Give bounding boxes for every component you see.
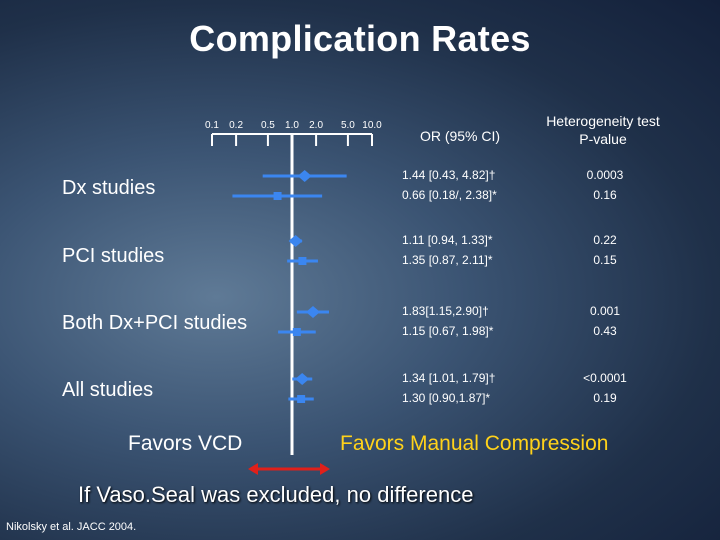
p-header-line1: Heterogeneity test [546, 113, 660, 129]
p-value-text: 0.16 [593, 188, 617, 202]
page-title: Complication Rates [189, 18, 531, 59]
group-label: All studies [62, 379, 154, 401]
or-ci-text: 0.66 [0.18/, 2.38]* [402, 188, 497, 202]
or-point-square [297, 395, 306, 403]
or-ci-text: 1.35 [0.87, 2.11]* [402, 253, 493, 267]
favors-vcd-label: Favors VCD [128, 432, 243, 455]
or-point-square [292, 328, 301, 336]
x-tick-label: 0.1 [205, 120, 219, 131]
citation: Nikolsky et al. JACC 2004. [6, 521, 137, 533]
p-value-text: <0.0001 [583, 371, 627, 385]
or-ci-text: 1.11 [0.94, 1.33]* [402, 233, 493, 247]
or-point-square [273, 192, 282, 200]
p-value-text: 0.0003 [586, 168, 624, 182]
x-tick-label: 2.0 [309, 120, 323, 131]
or-ci-text: 1.34 [1.01, 1.79]† [402, 371, 496, 385]
p-value-column-header: Heterogeneity test P-value [528, 112, 678, 148]
or-ci-text: 1.83[1.15,2.90]† [402, 304, 489, 318]
p-header-line2: P-value [579, 131, 627, 147]
x-tick-label: 1.0 [285, 120, 299, 131]
p-value-text: 0.43 [593, 324, 617, 338]
p-value-text: 0.15 [593, 253, 617, 267]
p-value-text: 0.001 [589, 304, 621, 318]
or-ci-text: 1.30 [0.90,1.87]* [402, 391, 491, 405]
or-point-diamond [295, 373, 310, 385]
x-tick-label: 5.0 [341, 120, 355, 131]
x-tick-label: 0.2 [229, 120, 243, 131]
or-column-header: OR (95% CI) [419, 128, 501, 144]
or-point-square [298, 257, 307, 265]
x-tick-label: 10.0 [362, 120, 382, 131]
or-point-diamond [288, 235, 303, 247]
or-ci-text: 1.44 [0.43, 4.82]† [402, 168, 496, 182]
favors-manual-label: Favors Manual Compression [340, 432, 609, 455]
or-point-diamond [297, 170, 312, 182]
p-value-text: 0.19 [593, 391, 617, 405]
direction-arrow-left-head [248, 463, 258, 475]
direction-arrow-right-head [320, 463, 330, 475]
group-label: PCI studies [62, 245, 165, 267]
group-label: Both Dx+PCI studies [62, 312, 248, 334]
or-point-diamond [305, 306, 320, 318]
exclusion-note: If Vaso.Seal was excluded, no difference [78, 482, 474, 507]
x-tick-label: 0.5 [261, 120, 275, 131]
or-ci-text: 1.15 [0.67, 1.98]* [402, 324, 494, 338]
group-label: Dx studies [62, 177, 156, 199]
p-value-text: 0.22 [593, 233, 617, 247]
